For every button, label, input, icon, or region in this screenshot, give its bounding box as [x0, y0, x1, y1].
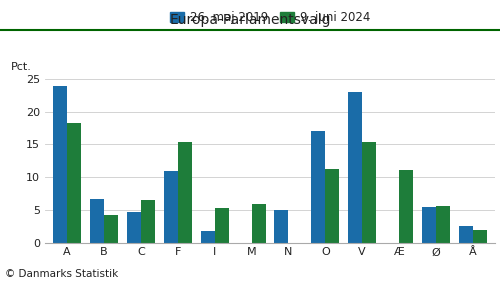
Bar: [90, 199, 104, 243]
Bar: [422, 207, 436, 243]
Bar: [312, 131, 326, 243]
Bar: [164, 171, 178, 243]
Bar: [127, 212, 141, 243]
Bar: [436, 206, 450, 243]
Text: Europa-Parlamentsvalg: Europa-Parlamentsvalg: [169, 13, 331, 27]
Bar: [326, 169, 340, 243]
Bar: [141, 200, 155, 243]
Bar: [348, 92, 362, 243]
Bar: [67, 123, 81, 243]
Bar: [399, 170, 413, 243]
Bar: [53, 85, 67, 243]
Bar: [362, 142, 376, 243]
Bar: [274, 210, 288, 243]
Bar: [214, 208, 228, 243]
Bar: [104, 215, 118, 243]
Bar: [459, 226, 473, 243]
Bar: [200, 232, 214, 243]
Text: © Danmarks Statistik: © Danmarks Statistik: [5, 269, 118, 279]
Bar: [252, 204, 266, 243]
Bar: [178, 142, 192, 243]
Text: Pct.: Pct.: [11, 62, 32, 72]
Legend: 26. maj 2019, 9. juni 2024: 26. maj 2019, 9. juni 2024: [165, 6, 375, 29]
Bar: [473, 230, 487, 243]
